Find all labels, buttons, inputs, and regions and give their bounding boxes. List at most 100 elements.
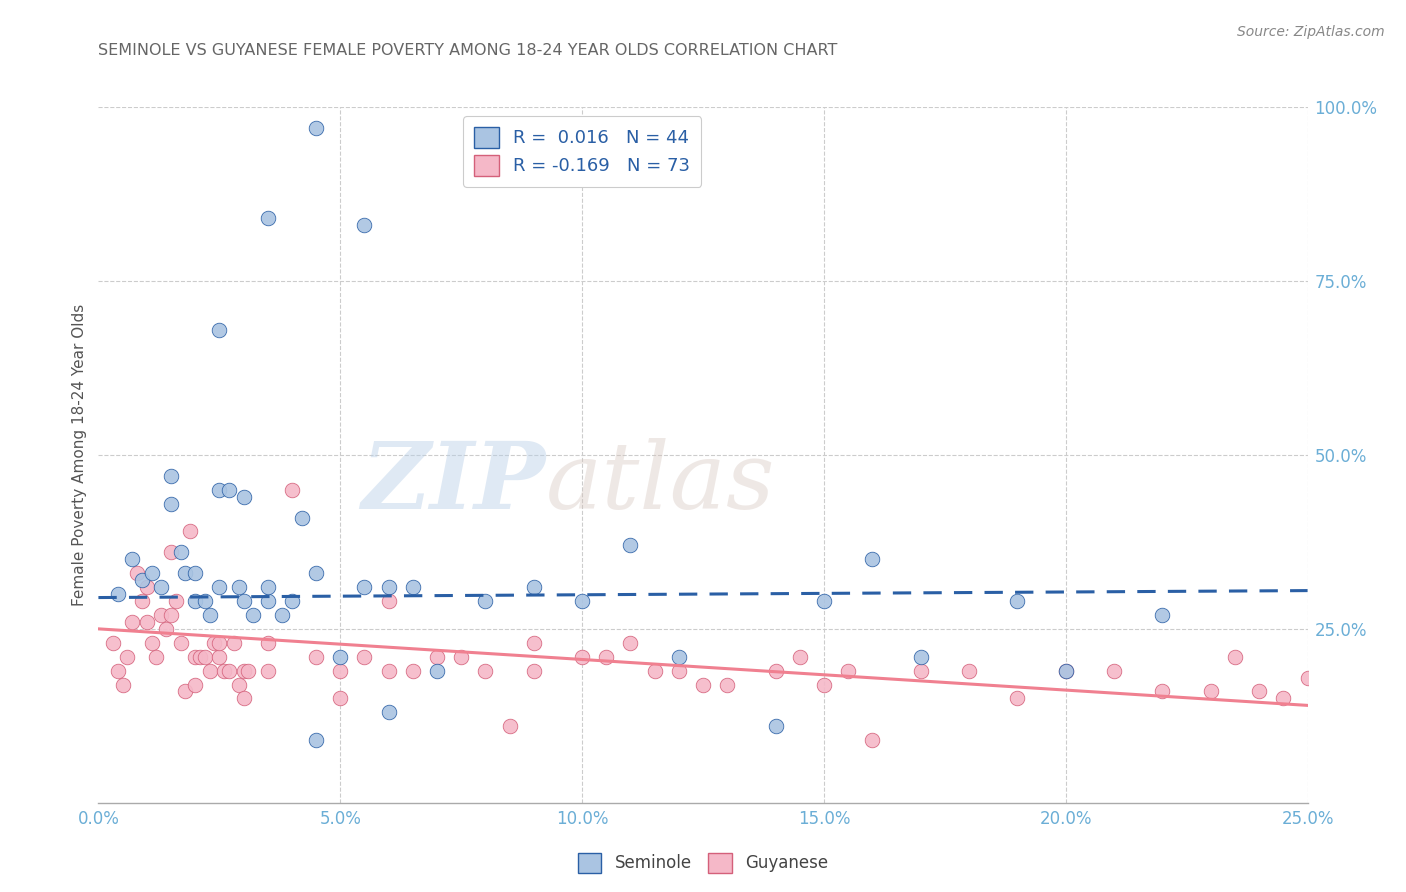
- Point: [837, 664, 859, 678]
- Point: [619, 636, 641, 650]
- Point: [860, 552, 883, 566]
- Point: [789, 649, 811, 664]
- Legend: R =  0.016   N = 44, R = -0.169   N = 73: R = 0.016 N = 44, R = -0.169 N = 73: [463, 116, 702, 186]
- Point: [474, 594, 496, 608]
- Point: [150, 580, 173, 594]
- Point: [571, 594, 593, 608]
- Point: [131, 573, 153, 587]
- Point: [188, 649, 211, 664]
- Point: [121, 552, 143, 566]
- Point: [1054, 664, 1077, 678]
- Point: [228, 677, 250, 691]
- Point: [1199, 684, 1222, 698]
- Point: [169, 545, 191, 559]
- Point: [194, 649, 217, 664]
- Point: [1007, 594, 1029, 608]
- Point: [523, 636, 546, 650]
- Point: [813, 594, 835, 608]
- Point: [160, 545, 183, 559]
- Point: [305, 733, 328, 747]
- Point: [131, 594, 153, 608]
- Point: [498, 719, 520, 733]
- Point: [232, 691, 254, 706]
- Point: [232, 594, 254, 608]
- Point: [426, 664, 449, 678]
- Point: [957, 664, 980, 678]
- Point: [135, 615, 157, 629]
- Point: [160, 607, 183, 622]
- Point: [305, 120, 328, 135]
- Point: [228, 580, 250, 594]
- Point: [271, 607, 294, 622]
- Point: [1296, 671, 1319, 685]
- Text: atlas: atlas: [546, 438, 775, 528]
- Point: [179, 524, 201, 539]
- Point: [619, 538, 641, 552]
- Point: [208, 323, 231, 337]
- Point: [218, 483, 240, 497]
- Legend: Seminole, Guyanese: Seminole, Guyanese: [571, 847, 835, 880]
- Point: [174, 684, 197, 698]
- Point: [198, 664, 221, 678]
- Point: [426, 649, 449, 664]
- Point: [377, 706, 399, 720]
- Point: [305, 649, 328, 664]
- Point: [160, 468, 183, 483]
- Point: [208, 580, 231, 594]
- Point: [117, 649, 139, 664]
- Point: [571, 649, 593, 664]
- Point: [644, 664, 666, 678]
- Point: [101, 636, 124, 650]
- Text: SEMINOLE VS GUYANESE FEMALE POVERTY AMONG 18-24 YEAR OLDS CORRELATION CHART: SEMINOLE VS GUYANESE FEMALE POVERTY AMON…: [98, 43, 838, 58]
- Point: [716, 677, 738, 691]
- Point: [141, 636, 163, 650]
- Point: [402, 664, 425, 678]
- Point: [910, 664, 932, 678]
- Point: [121, 615, 143, 629]
- Point: [353, 580, 375, 594]
- Text: Source: ZipAtlas.com: Source: ZipAtlas.com: [1237, 25, 1385, 39]
- Point: [169, 636, 191, 650]
- Point: [353, 649, 375, 664]
- Point: [127, 566, 149, 581]
- Point: [208, 649, 231, 664]
- Point: [377, 664, 399, 678]
- Point: [1152, 684, 1174, 698]
- Point: [668, 664, 690, 678]
- Point: [1249, 684, 1271, 698]
- Point: [256, 580, 278, 594]
- Point: [1054, 664, 1077, 678]
- Point: [281, 594, 304, 608]
- Point: [353, 219, 375, 233]
- Point: [256, 664, 278, 678]
- Point: [208, 636, 231, 650]
- Point: [329, 649, 352, 664]
- Point: [1102, 664, 1125, 678]
- Point: [194, 594, 217, 608]
- Point: [198, 607, 221, 622]
- Point: [141, 566, 163, 581]
- Point: [204, 636, 226, 650]
- Point: [256, 594, 278, 608]
- Point: [238, 664, 260, 678]
- Text: ZIP: ZIP: [361, 438, 546, 528]
- Point: [860, 733, 883, 747]
- Point: [474, 664, 496, 678]
- Point: [450, 649, 472, 664]
- Point: [218, 664, 240, 678]
- Point: [329, 691, 352, 706]
- Point: [329, 664, 352, 678]
- Point: [256, 636, 278, 650]
- Point: [765, 664, 787, 678]
- Point: [232, 490, 254, 504]
- Point: [910, 649, 932, 664]
- Y-axis label: Female Poverty Among 18-24 Year Olds: Female Poverty Among 18-24 Year Olds: [72, 304, 87, 606]
- Point: [155, 622, 177, 636]
- Point: [184, 677, 207, 691]
- Point: [1223, 649, 1246, 664]
- Point: [107, 664, 129, 678]
- Point: [595, 649, 617, 664]
- Point: [377, 594, 399, 608]
- Point: [212, 664, 235, 678]
- Point: [208, 483, 231, 497]
